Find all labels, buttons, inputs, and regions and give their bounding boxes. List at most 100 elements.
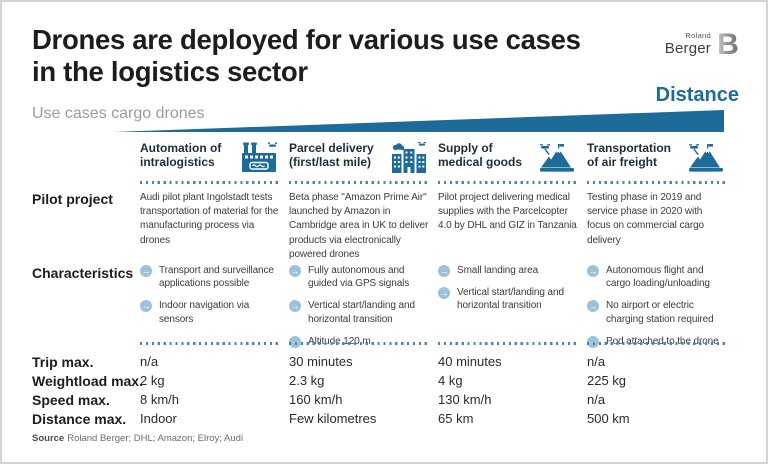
column-title: Parcel delivery (first/last mile) bbox=[289, 141, 374, 169]
characteristics-list: → Autonomous flight and cargo loading/un… bbox=[587, 264, 736, 348]
arrow-glyph: → bbox=[141, 265, 151, 276]
table-row-label: Trip max. bbox=[32, 354, 94, 370]
characteristics-list: → Transport and surveillance application… bbox=[140, 264, 289, 338]
table-dotted-line bbox=[587, 342, 726, 345]
table-dotted-cell bbox=[587, 338, 736, 354]
column-title-line: medical goods bbox=[438, 155, 523, 170]
content-grid: Automation of intralogistics bbox=[32, 140, 736, 430]
table-value: 160 km/h bbox=[289, 392, 343, 407]
arrow-bullet-icon: → bbox=[438, 287, 450, 300]
pilot-project-text: Pilot project delivering medical supplie… bbox=[438, 192, 577, 232]
table-row-label: Distance max. bbox=[32, 411, 127, 427]
table-dotted-line bbox=[289, 342, 428, 345]
characteristic-item: → Vertical start/landing and horizontal … bbox=[289, 299, 430, 325]
table-value: 40 minutes bbox=[438, 354, 502, 369]
characteristic-item: → Fully autonomous and guided via GPS si… bbox=[289, 264, 430, 290]
distance-label: Distance bbox=[655, 84, 739, 106]
header-top: Parcel delivery (first/last mile) bbox=[289, 141, 428, 173]
svg-text:B: B bbox=[717, 28, 739, 60]
column-header-air-freight: Transportation of air freight bbox=[587, 140, 736, 190]
table-value: 225 kg bbox=[587, 373, 627, 388]
column-title-line: Supply of bbox=[438, 141, 493, 155]
table-row-label: Speed max. bbox=[32, 392, 110, 408]
spacer-cell bbox=[32, 140, 140, 190]
table-value: 65 km bbox=[438, 411, 474, 426]
table-value: n/a bbox=[587, 392, 606, 407]
arrow-glyph: → bbox=[291, 337, 300, 346]
source-text: Roland Berger; DHL; Amazon; Elroy; Audi bbox=[67, 433, 244, 444]
table-value: 130 km/h bbox=[438, 392, 492, 407]
header-top: Automation of intralogistics bbox=[140, 141, 279, 173]
column-title-line: intralogistics bbox=[140, 155, 215, 170]
arrow-glyph: → bbox=[439, 265, 449, 276]
header-dotted-line bbox=[587, 181, 726, 184]
arrow-glyph: → bbox=[439, 287, 449, 298]
table-value: 2.3 kg bbox=[289, 373, 325, 388]
characteristic-text: Small landing area bbox=[457, 265, 539, 276]
arrow-glyph: → bbox=[588, 265, 598, 276]
characteristic-text: Vertical start/landing and horizontal tr… bbox=[308, 300, 415, 325]
city-buildings-drone-icon bbox=[392, 142, 426, 173]
pilot-project-text: Audi pilot plant Ingolstadt tests transp… bbox=[140, 192, 279, 246]
column-title-line: (first/last mile) bbox=[289, 155, 372, 170]
column-title-line: Automation of bbox=[140, 141, 222, 155]
table-dotted-line bbox=[140, 342, 279, 345]
column-title: Transportation of air freight bbox=[587, 141, 671, 169]
spacer-cell bbox=[32, 338, 140, 354]
characteristic-text: Transport and surveillance applications … bbox=[159, 265, 274, 290]
table-value: 30 minutes bbox=[289, 354, 353, 369]
arrow-bullet-icon: → bbox=[289, 300, 301, 313]
arrow-bullet-icon: → bbox=[140, 300, 152, 313]
header-top: Supply of medical goods bbox=[438, 141, 577, 173]
subtitle: Use cases cargo drones bbox=[32, 105, 205, 122]
drone-mountain-icon bbox=[540, 144, 574, 172]
characteristic-text: Pod attached to the drone bbox=[606, 335, 719, 348]
column-header-medical-goods: Supply of medical goods bbox=[438, 140, 587, 190]
header-dotted-line bbox=[289, 181, 428, 184]
roland-berger-logo: Roland Berger B bbox=[665, 28, 740, 60]
page-title-line1: Drones are deployed for various use case… bbox=[32, 24, 581, 55]
table-dotted-cell bbox=[289, 338, 438, 354]
characteristic-text: Vertical start/landing and horizontal tr… bbox=[457, 287, 564, 312]
arrow-glyph: → bbox=[141, 300, 151, 311]
table-value: n/a bbox=[587, 354, 606, 369]
table-dotted-cell bbox=[438, 338, 587, 354]
source-prefix: Source bbox=[32, 433, 65, 444]
characteristic-item: → No airport or electric charging statio… bbox=[587, 299, 728, 325]
characteristic-item: → Small landing area bbox=[438, 264, 579, 277]
column-title-line: Transportation bbox=[587, 141, 672, 155]
arrow-glyph: → bbox=[290, 265, 300, 276]
page-title: Drones are deployed for various use case… bbox=[32, 24, 662, 88]
table-value: Few kilometres bbox=[289, 411, 377, 426]
logo-roland-text: Roland bbox=[685, 31, 711, 41]
pilot-project-text: Testing phase in 2019 and service phase … bbox=[587, 192, 704, 246]
characteristic-text: Indoor navigation via sensors bbox=[159, 300, 250, 325]
header-dotted-line bbox=[140, 181, 279, 184]
table-value: 2 kg bbox=[140, 373, 165, 388]
table-dotted-line bbox=[438, 342, 577, 345]
characteristic-item: → Autonomous flight and cargo loading/un… bbox=[587, 264, 728, 290]
arrow-bullet-icon: → bbox=[289, 265, 301, 277]
arrow-glyph: → bbox=[589, 337, 598, 346]
column-header-intralogistics: Automation of intralogistics bbox=[140, 140, 289, 190]
column-title: Supply of medical goods bbox=[438, 141, 522, 169]
characteristic-item: → Transport and surveillance application… bbox=[140, 264, 281, 290]
characteristic-item: → Vertical start/landing and horizontal … bbox=[438, 286, 579, 312]
arrow-glyph: → bbox=[290, 300, 300, 311]
arrow-bullet-icon: → bbox=[438, 265, 450, 277]
factory-icon bbox=[242, 142, 277, 172]
header-dotted-line bbox=[438, 181, 577, 184]
header-top: Transportation of air freight bbox=[587, 141, 726, 173]
page-title-line2: in the logistics sector bbox=[32, 55, 308, 87]
characteristic-text: Fully autonomous and guided via GPS sign… bbox=[308, 265, 410, 290]
characteristic-item: → Indoor navigation via sensors bbox=[140, 299, 281, 325]
row-label-pilot-project: Pilot project bbox=[32, 191, 113, 207]
arrow-bullet-icon: → bbox=[140, 265, 152, 277]
column-title-line: of air freight bbox=[587, 155, 658, 170]
characteristic-text: Altitude 120 m bbox=[308, 335, 371, 348]
table-value: 500 km bbox=[587, 411, 630, 426]
arrow-glyph: → bbox=[588, 300, 598, 311]
pilot-project-text: Beta phase "Amazon Prime Air" launched b… bbox=[289, 192, 429, 260]
logo-berger-text: Berger bbox=[664, 39, 711, 57]
